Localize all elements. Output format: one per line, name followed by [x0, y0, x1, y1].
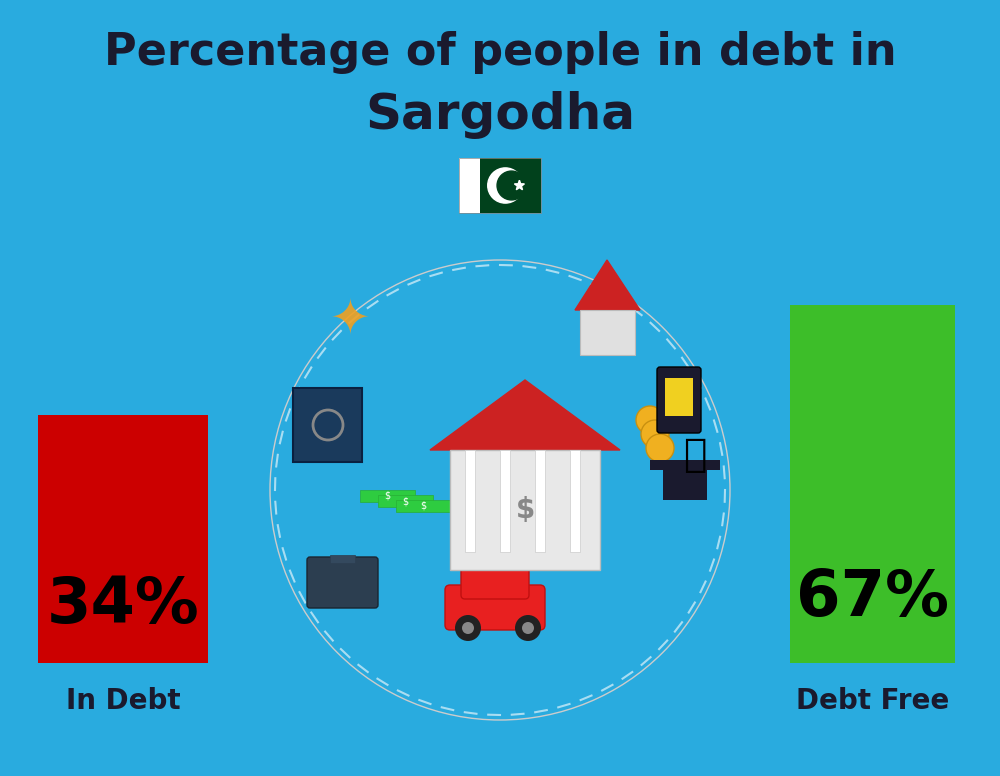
Circle shape [641, 420, 669, 448]
Circle shape [462, 622, 474, 634]
Text: $: $ [384, 491, 390, 501]
FancyBboxPatch shape [360, 490, 415, 502]
Polygon shape [575, 260, 640, 310]
FancyBboxPatch shape [465, 450, 475, 552]
FancyBboxPatch shape [459, 158, 480, 213]
FancyBboxPatch shape [570, 450, 580, 552]
Text: 34%: 34% [47, 574, 199, 636]
Text: $: $ [402, 496, 408, 506]
Text: Sargodha: Sargodha [365, 91, 635, 139]
FancyBboxPatch shape [535, 450, 545, 552]
FancyBboxPatch shape [307, 557, 378, 608]
FancyBboxPatch shape [38, 415, 208, 663]
FancyBboxPatch shape [665, 378, 693, 416]
FancyBboxPatch shape [657, 367, 701, 433]
Circle shape [522, 622, 534, 634]
Text: 🎓: 🎓 [683, 436, 707, 474]
Polygon shape [430, 380, 620, 450]
Text: ✦: ✦ [330, 296, 370, 344]
Text: $: $ [420, 501, 426, 511]
Text: In Debt: In Debt [66, 687, 180, 715]
FancyBboxPatch shape [461, 561, 529, 599]
Circle shape [488, 168, 523, 203]
Circle shape [646, 434, 674, 462]
FancyBboxPatch shape [650, 460, 720, 470]
Circle shape [636, 406, 664, 434]
FancyBboxPatch shape [500, 450, 510, 552]
FancyBboxPatch shape [293, 388, 362, 462]
FancyBboxPatch shape [396, 500, 451, 512]
Circle shape [515, 615, 541, 641]
FancyBboxPatch shape [450, 450, 600, 570]
Text: Percentage of people in debt in: Percentage of people in debt in [104, 30, 896, 74]
FancyBboxPatch shape [480, 158, 541, 213]
Text: $: $ [515, 496, 535, 524]
FancyBboxPatch shape [663, 470, 707, 500]
Text: 67%: 67% [796, 567, 949, 629]
FancyBboxPatch shape [580, 310, 635, 355]
FancyBboxPatch shape [378, 495, 433, 507]
FancyBboxPatch shape [445, 585, 545, 630]
Text: Debt Free: Debt Free [796, 687, 949, 715]
FancyBboxPatch shape [330, 555, 355, 563]
Polygon shape [514, 180, 524, 190]
Circle shape [455, 615, 481, 641]
FancyBboxPatch shape [790, 305, 955, 663]
Circle shape [270, 260, 730, 720]
Circle shape [497, 171, 526, 200]
